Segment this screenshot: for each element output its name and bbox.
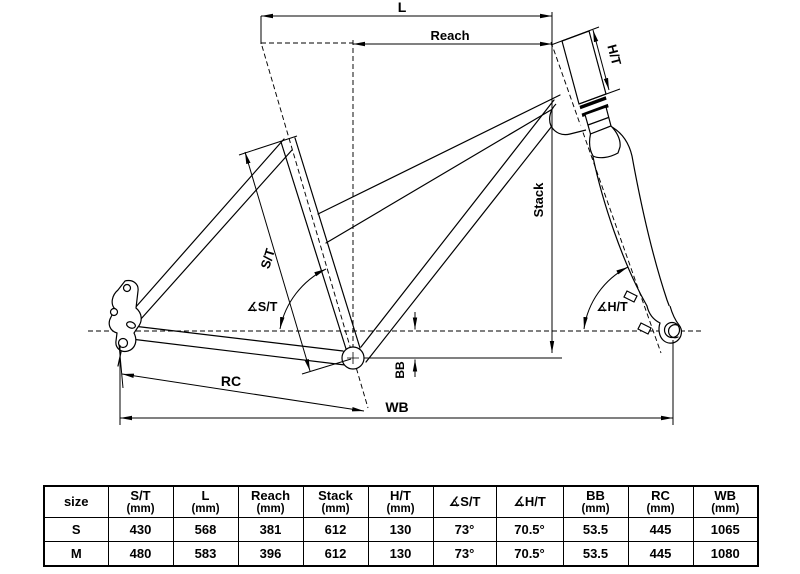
bottom-bracket — [341, 346, 365, 370]
cell-size: M — [43, 541, 109, 567]
cell-stack: 612 — [302, 517, 369, 542]
cell-angle-st: 73° — [432, 541, 497, 567]
frame-geometry-diagram: L Reach Stack H/T S/T — [88, 0, 703, 425]
label-wb: WB — [385, 399, 408, 415]
geometry-table: size S/T (mm) L (mm) Reach (mm) Stack (mm) H… — [43, 485, 759, 567]
cell-rc: 445 — [627, 517, 694, 542]
label-l: L — [398, 0, 407, 15]
cell-ht: 130 — [367, 517, 434, 542]
geometry-table-grid: size S/T (mm) L (mm) Reach (mm) Stack (mm) H… — [43, 485, 759, 567]
table-row-size-m: M 480 583 396 612 130 73° 70.5° 53.5 445… — [43, 541, 759, 567]
cell-rc: 445 — [627, 541, 694, 567]
cell-angle-st: 73° — [432, 517, 497, 542]
frame-drawing — [108, 30, 683, 370]
col-header-wb: WB (mm) — [692, 485, 759, 518]
dimension-reach: Reach — [353, 28, 552, 47]
col-header-l: L (mm) — [172, 485, 239, 518]
col-header-stack: Stack (mm) — [302, 485, 369, 518]
cell-reach: 396 — [237, 541, 304, 567]
label-bb: BB — [393, 361, 407, 379]
dimension-st: S/T — [238, 135, 352, 375]
cell-bb: 53.5 — [562, 541, 629, 567]
cell-st: 480 — [107, 541, 174, 567]
fork — [592, 126, 683, 344]
table-row-size-s: S 430 568 381 612 130 73° 70.5° 53.5 445… — [43, 517, 759, 542]
dimension-ht: H/T — [550, 26, 624, 105]
header-row: size S/T (mm) L (mm) Reach (mm) Stack (mm) H… — [43, 485, 759, 518]
dimension-angle-st: ∡S/T — [247, 268, 327, 330]
dimension-stack: Stack — [364, 12, 562, 359]
cell-size: S — [43, 517, 109, 542]
cell-ht: 130 — [367, 541, 434, 567]
cell-wb: 1065 — [692, 517, 759, 542]
cell-angle-ht: 70.5° — [495, 541, 564, 567]
dimension-angle-ht: ∡H/T — [583, 266, 629, 330]
dimensions: L Reach Stack H/T S/T — [118, 0, 674, 425]
col-header-angle-ht: ∡H/T — [495, 485, 564, 518]
label-reach: Reach — [430, 28, 469, 43]
col-header-bb: BB (mm) — [562, 485, 629, 518]
label-angle-ht: ∡H/T — [596, 300, 628, 314]
label-rc: RC — [221, 373, 241, 389]
construction-lines — [88, 40, 703, 409]
label-st: S/T — [258, 247, 278, 271]
col-header-reach: Reach (mm) — [237, 485, 304, 518]
label-angle-st: ∡S/T — [247, 300, 278, 314]
cell-l: 568 — [172, 517, 239, 542]
col-header-angle-st: ∡S/T — [432, 485, 497, 518]
cell-st: 430 — [107, 517, 174, 542]
cell-reach: 381 — [237, 517, 304, 542]
label-ht: H/T — [604, 43, 624, 67]
rear-dropout — [108, 279, 142, 367]
label-stack: Stack — [531, 182, 546, 217]
col-header-st: S/T (mm) — [107, 485, 174, 518]
dimension-rc: RC — [118, 343, 365, 412]
cell-bb: 53.5 — [562, 517, 629, 542]
dimension-l: L — [260, 0, 552, 44]
col-header-ht: H/T (mm) — [367, 485, 434, 518]
col-header-size: size — [43, 485, 109, 518]
cell-wb: 1080 — [692, 541, 759, 567]
dimension-bb: BB — [393, 312, 418, 379]
dimension-wb: WB — [119, 340, 674, 425]
col-header-rc: RC (mm) — [627, 485, 694, 518]
cell-angle-ht: 70.5° — [495, 517, 564, 542]
cell-l: 583 — [172, 541, 239, 567]
cell-stack: 612 — [302, 541, 369, 567]
